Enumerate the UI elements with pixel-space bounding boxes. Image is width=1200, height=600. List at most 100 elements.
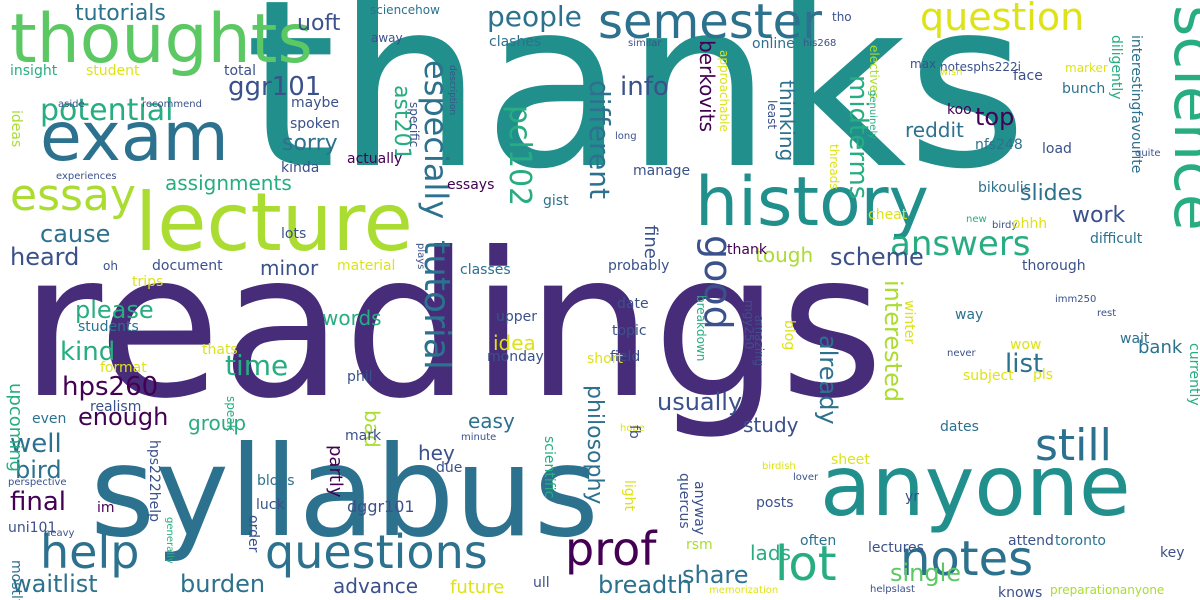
word-idea: idea [493,331,536,355]
word-answers: answers [890,224,1031,264]
word-spoken: spoken [290,116,340,132]
word-ohhh: ohhh [1012,216,1047,232]
word-attend: attend [1008,533,1054,549]
word-prof: prof [565,522,658,576]
word-midterms: midterms [843,75,873,199]
word-time: time [225,349,288,382]
word-hps222help: hps222help [146,440,162,522]
word-bank: bank [1138,337,1183,358]
word-probably: probably [608,258,669,274]
word-online: online [752,36,795,52]
word-thorough: thorough [1022,258,1086,274]
word-total: total [224,63,256,79]
word-imm250: imm250 [1055,294,1096,305]
word-fine: fine [640,225,661,259]
word-share: share [682,561,749,589]
word-oh: oh [103,259,118,273]
word-wish: wish [940,67,963,78]
word-birdish: birdish [762,461,796,472]
word-tutorials: tutorials [75,1,166,26]
word-marker: marker [1065,61,1108,75]
word-im: im [97,500,115,516]
word-generally: generally [164,517,175,564]
word-preparationanyone: preparationanyone [1050,583,1164,597]
word-reddit: reddit [905,118,964,142]
word-words: words [322,306,382,330]
word-amazing: amazing [752,315,766,366]
word-bad: bad [360,410,384,448]
word-ast201: ast201 [389,85,414,161]
word-lads: lads [750,541,791,565]
word-realism: realism [90,399,141,415]
word-easy: easy [468,409,515,433]
word-slides: slides [1020,181,1083,206]
word-short: short [587,351,623,367]
word-hope: hope [620,423,645,434]
word-plays: plays [415,243,426,269]
word-essays: essays [447,177,494,193]
word-genuinely: genuinely [867,90,878,139]
word-help: help [40,525,139,579]
word-scientific: scientific [541,436,557,498]
word-helpslast: helpslast [870,584,915,595]
word-gist: gist [543,193,569,209]
word-classes: classes [460,262,511,278]
word-info: info [620,72,669,102]
word-scheme: scheme [830,243,924,271]
word-posts: posts [756,495,794,511]
word-due: due [436,460,462,476]
word-sheet: sheet [831,452,870,468]
word-please: please [75,296,154,324]
word-bikoulis: bikoulis [978,180,1031,196]
word-thoughts: thoughts [10,0,313,79]
word-ideas: ideas [8,110,24,147]
word-list: list [1005,349,1043,379]
word-monday: monday [487,349,544,365]
word-rsm: rsm [686,537,713,553]
word-exam: exam [40,98,229,177]
word-trips: trips [132,274,163,290]
word-hey: hey [418,441,455,465]
word-tutorial: tutorial [416,240,457,370]
word-long: long [615,131,637,142]
word-different: different [583,80,616,199]
word-partly: partly [325,445,346,498]
word-fb: fb [626,425,642,439]
word-phil: phil [347,369,373,385]
word-birdy: birdy [992,220,1017,231]
word-experiences: experiences [56,171,117,182]
word-anyway: anyway [691,481,707,535]
word-blogs: blogs [257,473,295,489]
word-breadth: breadth [598,571,692,599]
word-thank: thank [727,242,768,258]
word-lover: lover [793,472,819,483]
word-specific: specific [407,102,421,147]
word-mgy250: mgy250 [742,300,756,349]
word-good: good [696,235,740,330]
word-thanks: thanks [245,0,1027,220]
word-history: history [695,163,929,242]
word-speak: speak [224,396,238,432]
word-clashes: clashes [489,34,541,50]
word-maybe: maybe [291,95,339,111]
word-cause: cause [40,220,110,248]
word-philosophy: philosophy [582,385,607,504]
word-well: well [10,429,62,459]
word-electives: electives [867,45,881,98]
word-light: light [621,480,637,512]
word-cheat: cheat [868,207,908,223]
word-interested: interested [879,280,907,402]
word-toronto: toronto [1055,533,1106,549]
word-top: top [975,103,1014,131]
word-especially: especially [417,60,455,219]
word-study: study [743,413,799,437]
word-upcoming: upcoming [5,383,26,472]
word-mark: mark [345,428,382,444]
word-winter: winter [901,300,917,344]
word-minor: minor [260,256,319,280]
word-pls: pls [1033,367,1053,383]
word-material: material [337,258,395,274]
word-new: new [966,214,987,225]
word-assignments: assignments [165,171,292,195]
